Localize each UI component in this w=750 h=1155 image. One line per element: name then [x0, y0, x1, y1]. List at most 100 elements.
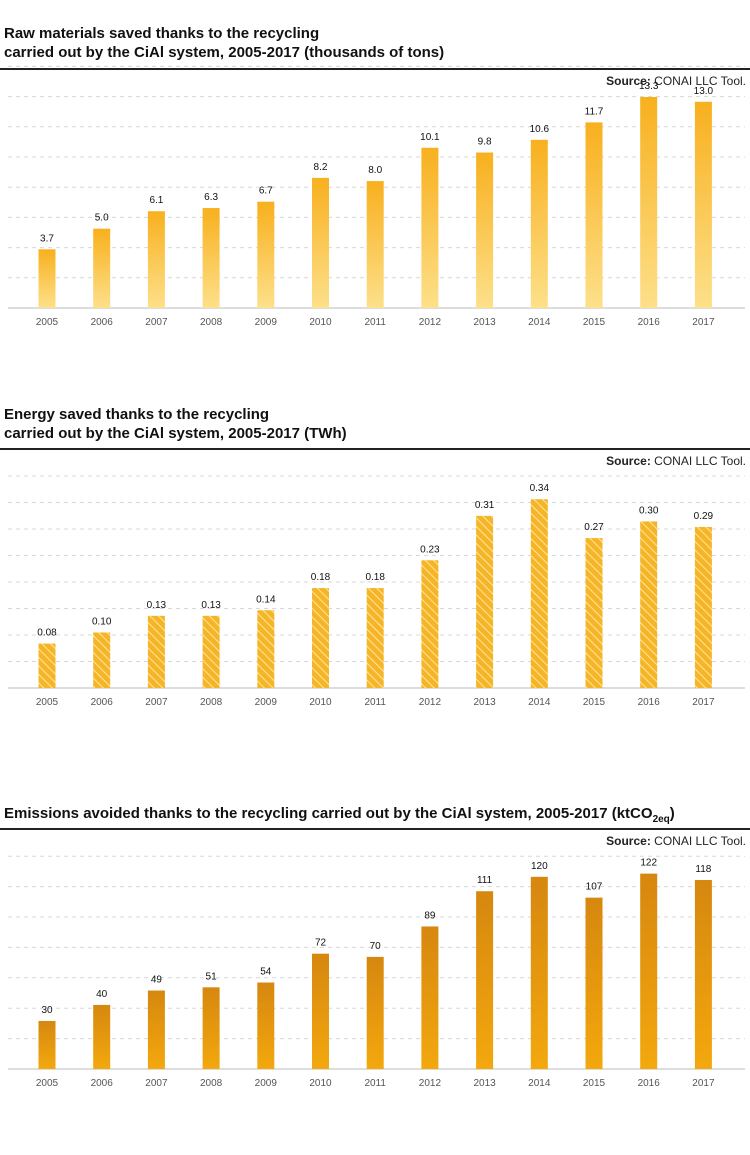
data-label-2007: 49	[151, 975, 163, 986]
chart3-svg: 30 2005 40 2006 49 2007 51 2008 54 2009 72 2010 70 20…	[8, 855, 745, 1089]
bar-2015	[585, 538, 603, 688]
data-label-2017: 13.0	[694, 86, 714, 97]
data-label-2012: 10.1	[420, 132, 440, 143]
bar-2006	[93, 632, 111, 688]
chart2-title-line1: Energy saved thanks to the recycling	[4, 406, 270, 423]
data-label-2016: 13.3	[639, 81, 659, 92]
bar-2017	[694, 101, 712, 308]
x-tick-label-2014: 2014	[528, 317, 551, 328]
chart2-source-label: Source:	[606, 454, 651, 468]
chart2-source: Source: CONAI LLC Tool.	[606, 454, 746, 468]
x-tick-label-2017: 2017	[692, 1078, 715, 1089]
x-tick-label-2005: 2005	[36, 1078, 59, 1089]
x-tick-label-2007: 2007	[145, 697, 168, 708]
chart1-title: Raw materials saved thanks to the recycl…	[4, 24, 444, 62]
bar-2012	[421, 147, 439, 308]
bar-2016	[640, 521, 658, 688]
bar-2013	[476, 891, 494, 1069]
bar-2017	[694, 526, 712, 688]
bar-2009	[257, 201, 275, 308]
x-tick-label-2017: 2017	[692, 317, 715, 328]
bar-2008	[202, 615, 220, 688]
data-label-2014: 120	[531, 861, 548, 872]
bar-2007	[147, 211, 165, 308]
bar-2011	[366, 956, 384, 1069]
bar-2005	[38, 1020, 56, 1069]
data-label-2010: 8.2	[314, 162, 328, 173]
x-tick-label-2009: 2009	[255, 697, 278, 708]
x-tick-label-2005: 2005	[36, 697, 59, 708]
bar-2007	[147, 615, 165, 688]
x-tick-label-2013: 2013	[473, 697, 496, 708]
chart3-source: Source: CONAI LLC Tool.	[606, 834, 746, 848]
data-label-2011: 8.0	[368, 165, 382, 176]
x-tick-label-2016: 2016	[638, 697, 661, 708]
bar-2017	[694, 880, 712, 1069]
data-label-2009: 54	[260, 967, 272, 978]
bar-2011	[366, 588, 384, 688]
bar-2007	[147, 990, 165, 1069]
x-tick-label-2010: 2010	[309, 1078, 332, 1089]
data-label-2011: 70	[370, 941, 382, 952]
data-label-2007: 0.13	[147, 600, 167, 611]
chart1-title-line2: carried out by the CiAl system, 2005-201…	[4, 44, 445, 61]
data-label-2017: 118	[695, 864, 711, 875]
bar-2012	[421, 560, 439, 688]
data-label-2015: 0.27	[584, 522, 604, 533]
chart3-source-label: Source:	[606, 834, 651, 848]
data-label-2015: 107	[586, 882, 603, 893]
chart1-svg: 3.7 2005 5.0 2006 6.1 2007 6.3 2008 6.7 2009 8.2 20…	[8, 65, 745, 328]
bar-2006	[93, 228, 111, 308]
data-label-2005: 0.08	[37, 628, 57, 639]
bar-2014	[530, 876, 548, 1069]
x-tick-label-2012: 2012	[419, 697, 442, 708]
x-tick-label-2008: 2008	[200, 697, 223, 708]
bar-2014	[530, 139, 548, 308]
data-label-2008: 0.13	[201, 600, 221, 611]
chart2-svg: 0.08 2005 0.10 2006 0.13 2007 0.13 2008 0.14 2009…	[8, 475, 745, 708]
x-tick-label-2016: 2016	[638, 1078, 661, 1089]
chart2-rule	[0, 448, 750, 450]
x-tick-label-2010: 2010	[309, 317, 332, 328]
data-label-2006: 40	[96, 989, 108, 1000]
bar-2012	[421, 926, 439, 1069]
chart3-source-text: CONAI LLC Tool.	[654, 834, 746, 848]
chart2-title: Energy saved thanks to the recycling car…	[4, 405, 347, 443]
x-tick-label-2006: 2006	[91, 317, 114, 328]
data-label-2013: 111	[477, 875, 493, 886]
x-tick-label-2011: 2011	[364, 697, 386, 708]
data-label-2005: 3.7	[40, 233, 54, 244]
x-tick-label-2007: 2007	[145, 1078, 168, 1089]
data-label-2015: 11.7	[585, 106, 604, 117]
chart2-source-text: CONAI LLC Tool.	[654, 454, 746, 468]
bar-2009	[257, 610, 275, 688]
x-tick-label-2014: 2014	[528, 697, 551, 708]
chart2-title-line2: carried out by the CiAl system, 2005-201…	[4, 425, 347, 442]
bar-2011	[366, 181, 384, 308]
data-label-2008: 6.3	[204, 192, 218, 203]
data-label-2016: 0.30	[639, 505, 659, 516]
x-tick-label-2013: 2013	[473, 317, 496, 328]
chart1-source: Source: CONAI LLC Tool.	[606, 74, 746, 88]
data-label-2011: 0.18	[365, 572, 385, 583]
data-label-2016: 122	[640, 858, 657, 869]
bar-2008	[202, 208, 220, 308]
chart3-title-end: )	[669, 805, 675, 822]
x-tick-label-2011: 2011	[364, 1078, 386, 1089]
chart3-title: Emissions avoided thanks to the recyclin…	[4, 804, 675, 829]
x-tick-label-2007: 2007	[145, 317, 168, 328]
data-label-2014: 0.34	[530, 483, 550, 494]
x-tick-label-2006: 2006	[91, 1078, 114, 1089]
data-label-2010: 72	[315, 938, 327, 949]
chart3-title-sub: 2eq	[652, 814, 670, 825]
x-tick-label-2015: 2015	[583, 1078, 606, 1089]
bar-2015	[585, 122, 603, 309]
bar-2013	[476, 152, 494, 308]
data-label-2005: 30	[41, 1005, 53, 1016]
data-label-2012: 0.23	[420, 544, 440, 555]
bar-2008	[202, 987, 220, 1069]
chart1-rule	[0, 68, 750, 70]
x-tick-label-2013: 2013	[473, 1078, 496, 1089]
x-tick-label-2015: 2015	[583, 317, 606, 328]
x-tick-label-2014: 2014	[528, 1078, 551, 1089]
